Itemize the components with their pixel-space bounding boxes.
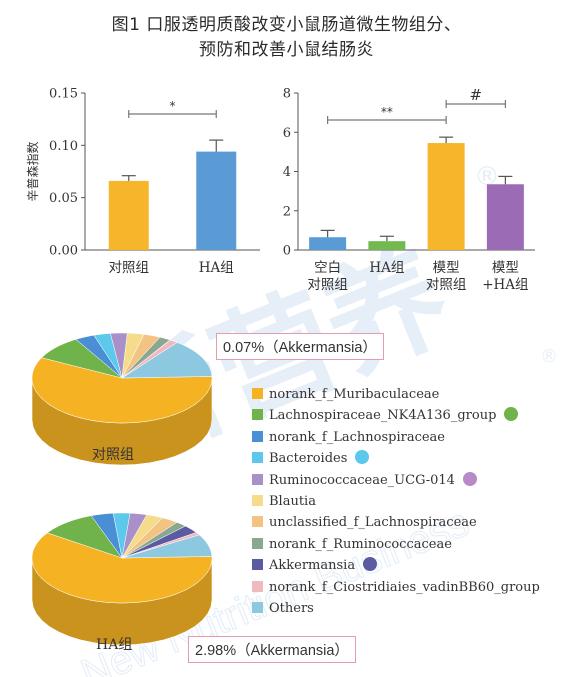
significance-label: * (170, 99, 176, 113)
x-tick-label: 对照组 (426, 277, 467, 293)
pie-chart-1 (31, 332, 213, 466)
bar (427, 143, 465, 250)
legend-label: norank_f_Lachnospiraceae (269, 429, 445, 445)
legend-highlight-dot (363, 557, 378, 572)
legend-swatch (252, 494, 263, 506)
x-tick-label: +HA组 (482, 277, 528, 293)
pie1-akkermansia-callout: 0.07%（Akkermansia） (216, 333, 384, 360)
y-tick-label: 0.05 (49, 191, 78, 206)
legend-swatch (252, 537, 263, 549)
y-tick-label: 6 (283, 126, 291, 141)
legend-item: Blautia (252, 491, 540, 512)
legend-swatch (252, 409, 263, 421)
legend-label: Bacteroides (269, 451, 348, 467)
legend-item: Ruminococcaceae_UCG-014 (252, 470, 540, 491)
pie2-group-label: HA组 (96, 637, 133, 653)
legend-label: norank_f_Muribaculaceae (269, 387, 440, 402)
legend-swatch (252, 388, 263, 399)
legend-swatch (252, 516, 263, 528)
pie-slice (31, 532, 213, 604)
legend-label: Blautia (269, 493, 316, 509)
legend-label: norank_f_Ruminococcaceae (269, 536, 452, 552)
legend-highlight-dot (462, 471, 477, 486)
pie-slice (90, 512, 123, 559)
x-tick-label: 对照组 (307, 277, 348, 293)
pie-slice (75, 334, 123, 379)
bar (196, 151, 237, 250)
legend-item: Akkermansia (252, 555, 540, 576)
x-tick-label: 模型 (492, 260, 519, 276)
legend-swatch (252, 559, 263, 571)
legend-label: norank_f_Ciostridiaies_vadinBB60_group (269, 579, 540, 595)
legend-label: Lachnospiraceae_NK4A136_group (269, 408, 497, 424)
x-tick-label: 模型 (433, 260, 460, 276)
pie-slice (41, 339, 123, 379)
legend-swatch (252, 473, 263, 485)
y-tick-label: 0 (283, 244, 291, 259)
bar (368, 241, 406, 250)
y-tick-label: 0.15 (49, 87, 78, 102)
figure-title-line1: 图1 口服透明质酸改变小鼠肠道微生物组分、 (111, 15, 462, 35)
pie-slice (121, 342, 213, 379)
x-tick-label: HA组 (199, 260, 234, 276)
legend-highlight-dot (355, 450, 370, 465)
x-tick-label: 对照组 (109, 260, 150, 276)
legend-swatch (252, 430, 263, 442)
figure-title-line2: 预防和改善小鼠结肠炎 (199, 40, 374, 60)
legend-item: Bacteroides (252, 448, 540, 469)
legend-item: unclassified_f_Lachnospiraceae (252, 512, 540, 533)
watermark-registered-mark-2: ® (540, 346, 558, 367)
y-axis-title: 辛普森指数 (25, 141, 40, 201)
legend-item: Others (252, 598, 540, 619)
legend-highlight-dot (504, 407, 519, 422)
legend-item: norank_f_Muribaculaceae (252, 384, 540, 405)
legend-swatch (252, 452, 263, 464)
significance-label: ** (381, 105, 393, 119)
x-tick-label: HA组 (369, 260, 404, 276)
y-tick-label: 0.00 (49, 244, 78, 259)
legend-item: norank_f_Ciostridiaies_vadinBB60_group (252, 577, 540, 598)
pie2-akkermansia-callout: 2.98%（Akkermansia） (188, 636, 356, 663)
bar (486, 184, 524, 250)
pie-slice (31, 357, 213, 424)
bar (108, 180, 149, 250)
significance-label: # (469, 86, 482, 104)
legend-label: Others (269, 600, 314, 616)
legend-swatch (252, 601, 263, 613)
legend-label: Ruminococcaceae_UCG-014 (269, 472, 455, 488)
y-tick-label: 0.10 (49, 139, 78, 154)
y-tick-label: 8 (283, 87, 291, 102)
legend-label: unclassified_f_Lachnospiraceae (269, 515, 477, 531)
legend-swatch (252, 580, 263, 592)
legend-label: Akkermansia (269, 558, 356, 574)
legend-item: norank_f_Lachnospiraceae (252, 427, 540, 448)
y-tick-label: 2 (283, 204, 291, 219)
y-tick-label: 4 (283, 165, 291, 180)
pie-legend: norank_f_Muribaculaceae Lachnospiraceae_N… (252, 384, 540, 619)
pie1-group-label: 对照组 (92, 447, 134, 463)
pie-chart-2 (31, 512, 213, 646)
bar (309, 237, 347, 250)
pie-slice (46, 515, 123, 559)
legend-item: norank_f_Ruminococcaceae (252, 534, 540, 555)
legend-item: Lachnospiraceae_NK4A136_group (252, 405, 540, 426)
x-tick-label: 空白 (314, 260, 341, 276)
pie-slice (121, 534, 213, 559)
